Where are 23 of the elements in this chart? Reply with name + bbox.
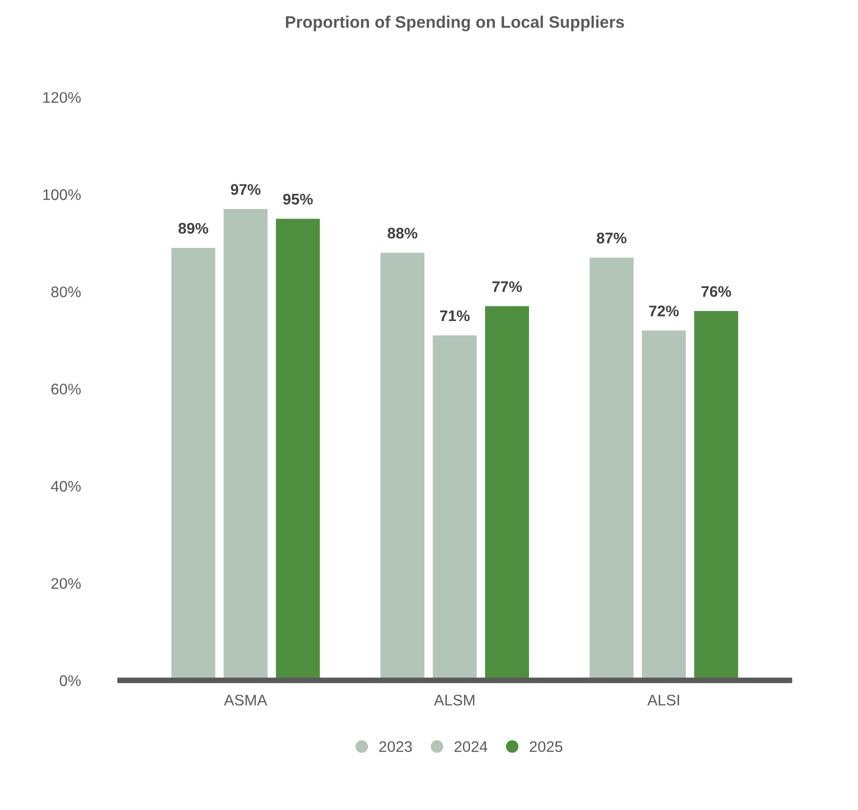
- y-tick-label: 120%: [43, 92, 81, 103]
- y-tick-label: 100%: [43, 189, 81, 200]
- legend-label: 2023: [379, 741, 412, 752]
- data-label: 72%: [649, 306, 679, 316]
- x-tick-label: ALSI: [647, 694, 680, 706]
- x-tick-label: ALSM: [434, 694, 474, 706]
- y-tick-label: 60%: [51, 384, 81, 394]
- y-tick-label: 80%: [51, 286, 81, 298]
- data-label: 71%: [440, 310, 470, 322]
- data-label: 95%: [283, 194, 313, 205]
- y-tick-label: 40%: [51, 480, 81, 492]
- data-label: 89%: [178, 222, 208, 234]
- y-tick-label: 0%: [60, 675, 81, 686]
- x-tick-label: ASMA: [224, 694, 268, 706]
- y-tick-label: 20%: [51, 578, 81, 589]
- data-label: 87%: [596, 232, 626, 244]
- data-label: 76%: [702, 286, 732, 297]
- legend-label: 2025: [530, 741, 562, 752]
- data-label: 97%: [230, 184, 260, 195]
- legend-label: 2024: [454, 741, 488, 752]
- data-label: 88%: [388, 228, 418, 239]
- chart-title: Proportion of Spending on Local Suppliers: [286, 16, 624, 32]
- data-label: 77%: [492, 281, 522, 292]
